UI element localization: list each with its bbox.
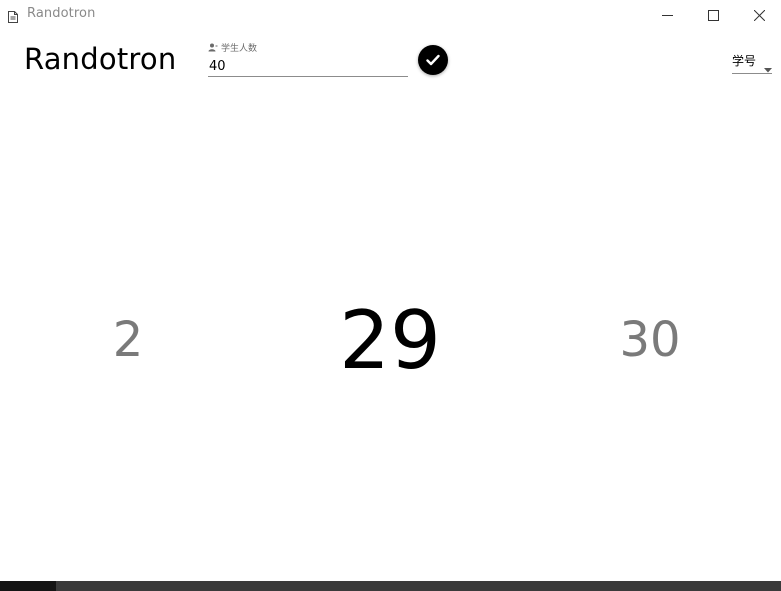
progress-bar [0, 581, 781, 591]
mode-select-value: 学号 [732, 54, 757, 68]
minimize-button[interactable] [644, 0, 690, 30]
student-count-label-text: 学生人数 [221, 43, 258, 54]
mode-select-underline [732, 73, 772, 74]
mode-select[interactable]: 学号 [732, 50, 772, 74]
window-title: Randotron [27, 6, 96, 21]
maximize-button[interactable] [690, 0, 736, 30]
checkmark-icon [426, 51, 440, 70]
confirm-button[interactable] [418, 45, 448, 75]
close-button[interactable] [736, 0, 781, 30]
app-title: Randotron [24, 42, 177, 76]
next-number: 30 [619, 312, 681, 368]
close-icon [753, 9, 765, 21]
student-count-field[interactable]: 学生人数 [208, 40, 409, 78]
caret-down-icon [764, 58, 772, 77]
progress-fill [0, 581, 57, 591]
student-count-label: 学生人数 [208, 40, 257, 54]
previous-number: 2 [112, 312, 144, 368]
minimize-icon [661, 10, 673, 21]
title-bar[interactable]: Randotron [0, 0, 781, 30]
student-count-underline [208, 76, 408, 77]
student-count-input[interactable] [208, 56, 409, 76]
current-number: 29 [339, 294, 441, 387]
maximize-icon [707, 9, 719, 21]
person-icon [208, 43, 218, 52]
document-icon [8, 8, 18, 23]
